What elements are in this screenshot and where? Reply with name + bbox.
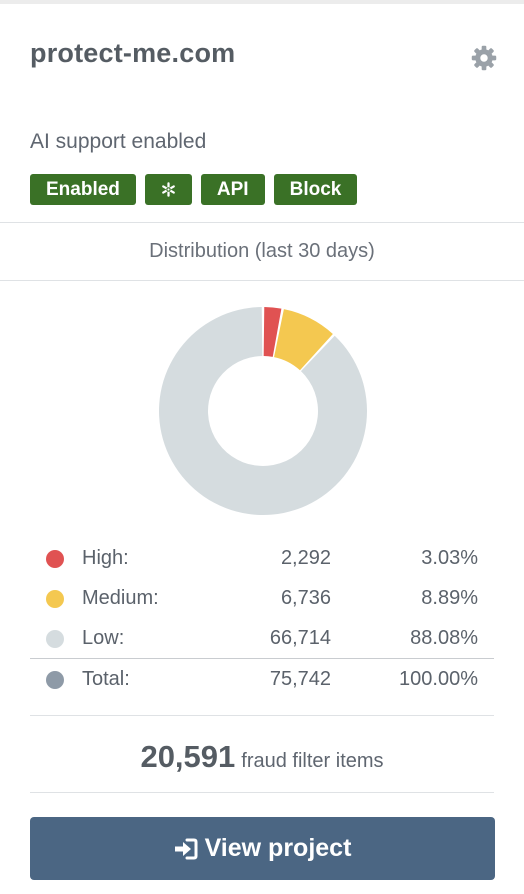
sign-in-icon [174, 838, 198, 859]
badge-enabled: Enabled [30, 174, 136, 205]
divider [0, 222, 524, 223]
legend-label: Total: [82, 668, 130, 690]
legend-dot-total [46, 671, 64, 689]
asterisk-icon [162, 182, 175, 197]
legend-label: High: [82, 547, 129, 569]
legend-dot-medium [46, 590, 64, 608]
gear-icon[interactable] [470, 44, 498, 72]
legend-label: Low: [82, 627, 125, 649]
legend-count: 6,736 [280, 587, 331, 609]
legend-dot-high [46, 550, 64, 568]
divider [30, 715, 494, 716]
project-card: protect-me.com AI support enabled Enable… [0, 4, 524, 894]
donut-slice-high [263, 307, 282, 357]
project-title: protect-me.com [30, 38, 236, 68]
legend-count: 66,714 [269, 627, 331, 649]
legend-percent: 88.08% [410, 627, 478, 649]
legend-row-low: Low: 66,714 88.08% [30, 618, 494, 658]
fraud-filter-summary: 20,591 fraud filter items [0, 739, 524, 775]
donut-slice-low [159, 307, 367, 515]
view-project-label: View project [204, 834, 352, 862]
badge-block: Block [273, 174, 358, 205]
legend-count: 2,292 [280, 547, 331, 569]
legend-count: 75,742 [269, 668, 331, 690]
legend-dot-low [46, 630, 64, 648]
legend-label: Medium: [82, 587, 159, 609]
legend-percent: 100.00% [399, 668, 478, 690]
fraud-filter-count: 20,591 [140, 739, 236, 774]
legend-percent: 8.89% [421, 587, 478, 609]
donut-slice-medium [274, 309, 333, 371]
divider [30, 792, 494, 793]
ai-badges: Enabled API Block [30, 174, 358, 205]
ai-support-label: AI support enabled [30, 130, 207, 153]
badge-api: API [200, 174, 265, 205]
badge-asterisk [144, 174, 192, 205]
top-strip [0, 0, 524, 4]
distribution-title: Distribution (last 30 days) [149, 240, 375, 262]
legend-row-total: Total: 75,742 100.00% [30, 658, 494, 699]
legend-row-high: High: 2,292 3.03% [30, 538, 494, 578]
legend-row-medium: Medium: 6,736 8.89% [30, 578, 494, 618]
legend-percent: 3.03% [421, 547, 478, 569]
distribution-donut-chart [159, 307, 367, 515]
fraud-filter-label: fraud filter items [241, 750, 384, 772]
divider [0, 280, 524, 281]
distribution-legend: High: 2,292 3.03% Medium: 6,736 8.89% Lo… [30, 538, 494, 699]
view-project-button[interactable]: View project [30, 817, 495, 880]
